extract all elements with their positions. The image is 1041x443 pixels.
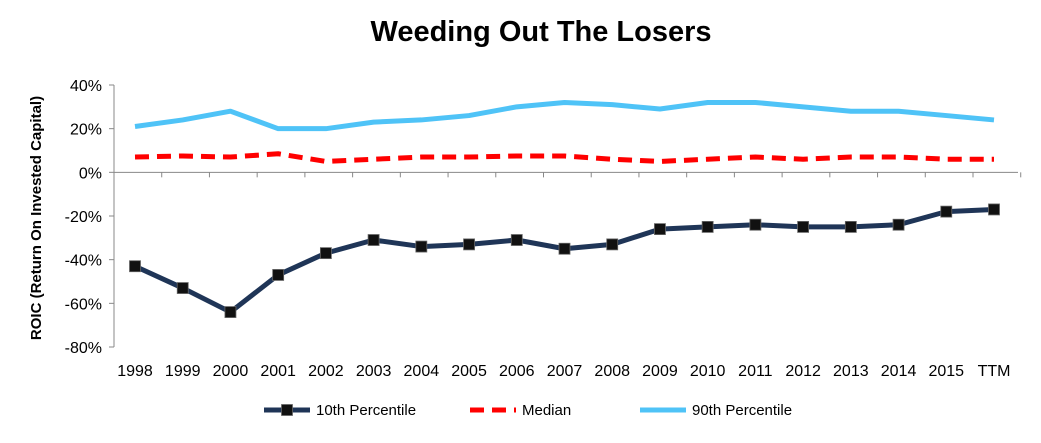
chart-title: Weeding Out The Losers — [370, 16, 711, 48]
x-tick-label: 2001 — [260, 363, 296, 380]
series-line-median — [134, 151, 994, 164]
y-axis-label: ROIC (Return On Invested Capital) — [28, 96, 45, 340]
y-tick-label: -20% — [65, 209, 102, 226]
data-point-marker — [272, 269, 285, 281]
data-point-marker — [940, 205, 953, 218]
x-tick-label: 1999 — [165, 363, 201, 380]
data-point-marker — [558, 242, 571, 255]
legend-label: 90th Percentile — [692, 402, 792, 419]
data-point-marker — [129, 260, 141, 273]
x-tick-label: TTM — [978, 363, 1011, 380]
y-ticks: 40% 20% 0% -20% -40% -60% -80% — [65, 78, 114, 357]
data-point-marker — [176, 282, 189, 294]
x-tick-label: 2012 — [785, 363, 821, 380]
data-point-marker — [606, 238, 619, 251]
legend-label: 10th Percentile — [316, 402, 416, 419]
x-tick-label: 2007 — [547, 363, 583, 380]
legend: 10th Percentile Median 90th Percentile — [264, 402, 792, 419]
series-line-10th-percentile — [133, 206, 995, 315]
data-point-marker — [844, 221, 857, 233]
data-point-marker — [654, 223, 666, 236]
series-line-90th-percentile — [134, 99, 995, 132]
x-axis: 1998 1999 2000 2001 2002 2003 2004 2005 2006 2007… — [113, 171, 1022, 380]
x-tick-label: 2015 — [928, 363, 964, 380]
series-group — [129, 99, 1000, 318]
x-tick-label: 2005 — [451, 363, 487, 380]
data-point-marker — [510, 234, 523, 246]
x-tick-label: 2002 — [308, 363, 344, 380]
data-point-marker — [463, 238, 475, 251]
data-point-marker — [415, 240, 428, 253]
data-point-marker — [224, 306, 237, 318]
y-tick-label: -40% — [65, 253, 102, 270]
x-tick-label: 1998 — [117, 363, 153, 380]
legend-label: Median — [522, 402, 571, 419]
data-point-marker — [797, 221, 810, 233]
y-tick-label: -80% — [65, 340, 102, 357]
y-tick-label: 40% — [70, 78, 102, 95]
data-point-marker — [367, 234, 380, 246]
data-point-marker — [892, 218, 905, 231]
data-point-marker — [319, 247, 332, 260]
y-tick-label: 20% — [70, 122, 102, 139]
x-tick-label: 2004 — [404, 363, 440, 380]
x-tick-label: 2013 — [833, 363, 869, 380]
data-point-marker — [749, 218, 762, 231]
x-tick-label: 2010 — [690, 363, 726, 380]
y-tick-label: 0% — [79, 165, 102, 182]
x-tick-label: 2009 — [642, 363, 678, 380]
legend-marker — [281, 404, 293, 416]
x-tick-label: 2011 — [738, 363, 773, 380]
x-tick-label: 2000 — [213, 363, 249, 380]
x-tick-label: 2008 — [594, 363, 630, 380]
x-tick-label: 2003 — [356, 363, 392, 380]
x-tick-label: 2006 — [499, 363, 535, 380]
y-tick-label: -60% — [65, 296, 102, 313]
x-tick-label: 2014 — [881, 363, 917, 380]
data-point-marker — [988, 203, 1000, 216]
data-point-marker — [701, 221, 714, 233]
